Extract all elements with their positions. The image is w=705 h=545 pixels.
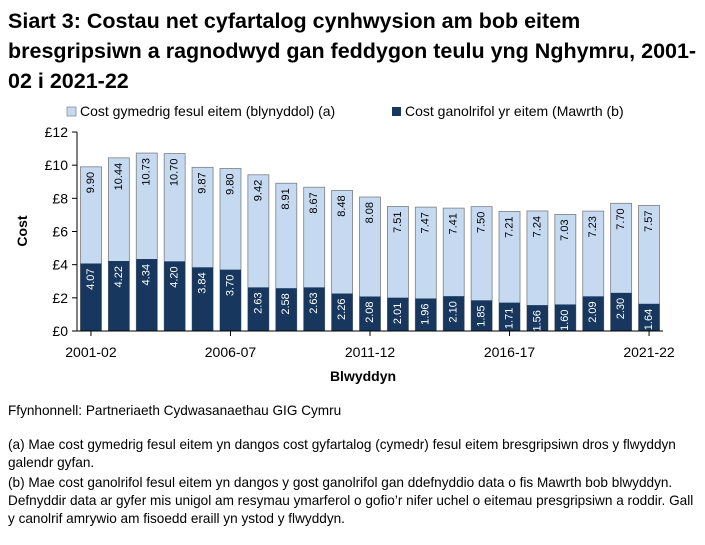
data-label-median: 2.09 — [587, 301, 599, 322]
chart-title: Siart 3: Costau net cyfartalog cynhwysio… — [8, 9, 697, 93]
data-label-mean: 8.08 — [364, 202, 376, 223]
bar-median — [638, 303, 660, 331]
y-tick-label: £12 — [45, 124, 69, 140]
bar-median — [610, 292, 632, 331]
data-label-mean: 8.67 — [308, 192, 320, 213]
data-label-median: 4.07 — [85, 269, 97, 290]
data-label-mean: 9.42 — [252, 180, 264, 201]
data-label-mean: 8.91 — [280, 188, 292, 209]
data-label-mean: 8.48 — [336, 195, 348, 216]
bar-median — [275, 288, 297, 331]
data-label-median: 4.22 — [113, 266, 125, 287]
data-label-mean: 7.57 — [643, 210, 655, 231]
data-label-median: 1.64 — [643, 309, 655, 330]
data-label-mean: 10.73 — [141, 158, 153, 186]
data-label-mean: 10.44 — [113, 163, 125, 191]
data-label-mean: 7.47 — [420, 212, 432, 233]
bar-median — [554, 304, 576, 331]
y-tick-label: £4 — [52, 257, 68, 273]
data-label-median: 1.71 — [503, 308, 515, 329]
data-label-median: 3.70 — [224, 275, 236, 296]
data-label-mean: 9.80 — [224, 173, 236, 194]
data-label-median: 2.10 — [448, 301, 460, 322]
data-label-median: 2.30 — [615, 298, 627, 319]
data-label-mean: 7.03 — [559, 219, 571, 240]
data-label-mean: 7.41 — [448, 213, 460, 234]
y-tick-label: £0 — [52, 323, 68, 339]
x-axis-label: Blwyddyn — [330, 368, 396, 384]
bar-median — [303, 287, 325, 331]
data-label-median: 1.60 — [559, 309, 571, 330]
bar-median — [108, 261, 130, 331]
data-label-mean: 7.23 — [587, 216, 599, 237]
y-axis-label: Cost — [14, 215, 30, 246]
y-tick-label: £8 — [52, 190, 68, 206]
bar-median — [136, 259, 158, 331]
data-label-median: 2.26 — [336, 299, 348, 320]
x-tick-label: 2006-07 — [205, 344, 257, 360]
y-tick-label: £10 — [45, 157, 69, 173]
source-note: Ffynhonnell: Partneriaeth Cydwasanaethau… — [8, 403, 342, 418]
bar-chart: Cost gymedrig fesul eitem (blynyddol) (a… — [14, 103, 675, 384]
bar-median — [387, 297, 409, 331]
x-tick-label: 2016-17 — [484, 344, 536, 360]
x-axis: 2001-02 2006-07 2011-12 2016-17 2021-22 — [65, 330, 675, 360]
footnote-b: (b) Mae cost ganolrifol fesul eitem yn d… — [8, 475, 694, 526]
bar-median — [359, 296, 381, 331]
data-label-mean: 7.24 — [531, 216, 543, 237]
data-label-median: 2.01 — [392, 303, 404, 324]
legend-label-median: Cost ganolrifol yr eitem (Mawrth (b) — [405, 103, 624, 119]
data-label-mean: 7.70 — [615, 208, 627, 229]
data-label-mean: 7.51 — [392, 211, 404, 232]
data-label-mean: 7.50 — [476, 212, 488, 233]
x-tick-label: 2001-02 — [65, 344, 117, 360]
bar-median — [80, 263, 102, 331]
data-label-mean: 7.21 — [503, 216, 515, 237]
data-label-mean: 10.70 — [169, 159, 181, 187]
bar-median — [443, 296, 465, 331]
bar-median — [219, 269, 241, 331]
y-tick-label: £2 — [52, 290, 68, 306]
data-label-median: 2.08 — [364, 302, 376, 323]
legend-label-mean: Cost gymedrig fesul eitem (blynyddol) (a… — [80, 103, 335, 119]
bar-median — [415, 298, 437, 331]
bar-median — [499, 302, 521, 331]
bar-median — [331, 293, 353, 331]
x-tick-label: 2011-12 — [345, 344, 396, 360]
footnote-a: (a) Mae cost gymedrig fesul eitem yn dan… — [8, 437, 676, 470]
bar-median — [192, 267, 214, 331]
data-label-mean: 9.87 — [196, 172, 208, 193]
data-label-median: 2.63 — [308, 292, 320, 313]
data-label-median: 4.34 — [141, 264, 153, 285]
legend-swatch-median — [392, 107, 401, 116]
bars: 9.90 4.07 10.44 4.22 10.73 4.34 10.70 4.20 9.87 3… — [80, 152, 660, 332]
data-label-median: 4.20 — [169, 266, 181, 287]
bar-median — [526, 305, 548, 331]
data-label-median: 1.85 — [476, 305, 488, 326]
x-tick-label: 2021-22 — [623, 344, 675, 360]
legend-swatch-mean — [66, 106, 77, 117]
data-label-median: 3.84 — [196, 272, 208, 293]
bar-median — [471, 300, 493, 331]
data-label-mean: 9.90 — [85, 172, 97, 193]
data-label-median: 1.56 — [531, 310, 543, 331]
y-axis: £0 £2 £4 £6 £8 £10 £12 — [45, 124, 78, 339]
bar-median — [247, 287, 269, 331]
data-label-median: 2.58 — [280, 293, 292, 314]
data-label-median: 1.96 — [420, 303, 432, 324]
bar-median — [164, 261, 186, 331]
bar-median — [582, 296, 604, 331]
legend: Cost gymedrig fesul eitem (blynyddol) (a… — [66, 103, 624, 119]
y-tick-label: £6 — [52, 224, 68, 240]
data-label-median: 2.63 — [252, 292, 264, 313]
